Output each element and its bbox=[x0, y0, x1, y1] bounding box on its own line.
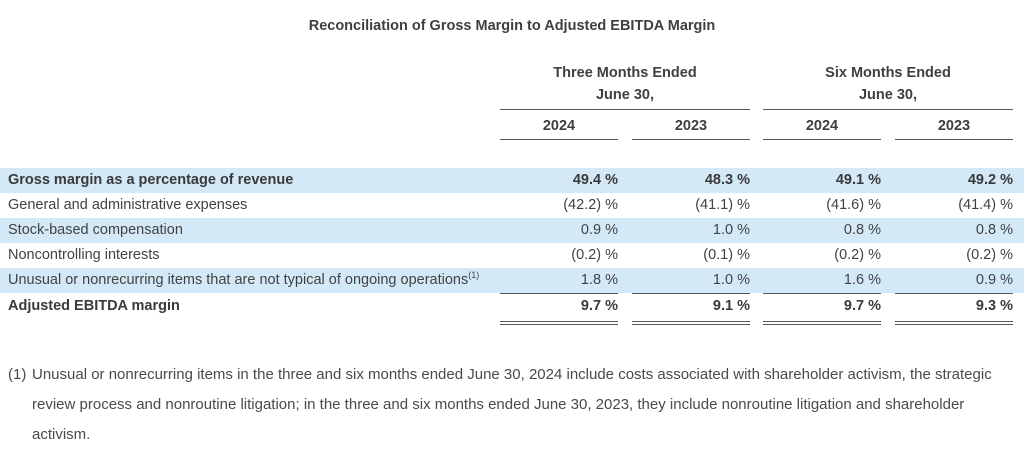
row-value: (0.2) % bbox=[966, 247, 1013, 263]
column-group-six-months-title: Six Months Ended bbox=[825, 65, 951, 81]
row-value: 0.9 % bbox=[580, 222, 618, 238]
row-value: (42.2) % bbox=[563, 197, 618, 213]
row-value: 1.8 % bbox=[500, 268, 618, 294]
column-group-three-months-title: Three Months Ended bbox=[553, 65, 697, 81]
table-row: Gross margin as a percentage of revenue 4… bbox=[0, 168, 1024, 193]
table-row: Noncontrolling interests (0.2) % (0.1) % (0… bbox=[0, 243, 1024, 268]
row-value: 0.8 % bbox=[843, 222, 881, 238]
row-label: Unusual or nonrecurring items that are n… bbox=[8, 270, 480, 288]
double-rule bbox=[632, 321, 750, 325]
row-value: (0.1) % bbox=[703, 247, 750, 263]
double-rule bbox=[763, 321, 881, 325]
row-value: 0.8 % bbox=[975, 222, 1013, 238]
row-label: Gross margin as a percentage of revenue bbox=[8, 172, 294, 188]
row-label: Adjusted EBITDA margin bbox=[8, 298, 180, 314]
footnote-reference: (1) bbox=[468, 270, 480, 281]
table-header-date-row: June 30, June 30, bbox=[0, 84, 1024, 110]
total-double-rule-row bbox=[0, 321, 1024, 326]
double-rule bbox=[500, 321, 618, 325]
year-header: 2024 bbox=[500, 114, 618, 140]
footnote-text: Unusual or nonrecurring items in the thr… bbox=[32, 366, 992, 443]
row-value: 49.2 % bbox=[967, 172, 1013, 188]
row-value: (41.6) % bbox=[826, 197, 881, 213]
row-value: 49.4 % bbox=[572, 172, 618, 188]
row-label: General and administrative expenses bbox=[8, 197, 248, 213]
table-header-group-row: Three Months Ended Six Months Ended bbox=[0, 62, 1024, 84]
row-value: 9.7 % bbox=[843, 298, 881, 314]
year-header: 2024 bbox=[763, 114, 881, 140]
row-value: 1.0 % bbox=[632, 268, 750, 294]
table-row: Stock-based compensation 0.9 % 1.0 % 0.8 % 0… bbox=[0, 218, 1024, 243]
table-row: General and administrative expenses (42.2… bbox=[0, 193, 1024, 218]
column-group-three-months-date: June 30, bbox=[500, 84, 750, 110]
row-value: 49.1 % bbox=[835, 172, 881, 188]
table-row: Adjusted EBITDA margin 9.7 % 9.1 % 9.7 % 9.3… bbox=[0, 293, 1024, 320]
row-value: 1.6 % bbox=[763, 268, 881, 294]
row-value: (41.4) % bbox=[958, 197, 1013, 213]
row-value: 48.3 % bbox=[704, 172, 750, 188]
footnote: (1) Unusual or nonrecurring items in the… bbox=[0, 360, 1024, 450]
page-title: Reconciliation of Gross Margin to Adjust… bbox=[308, 18, 716, 34]
year-header: 2023 bbox=[632, 114, 750, 140]
row-value: (0.2) % bbox=[571, 247, 618, 263]
row-label: Stock-based compensation bbox=[8, 222, 183, 238]
table-row: Unusual or nonrecurring items that are n… bbox=[0, 268, 1024, 294]
row-label: Noncontrolling interests bbox=[8, 247, 160, 263]
column-group-six-months-date: June 30, bbox=[763, 84, 1013, 110]
row-value: 0.9 % bbox=[895, 268, 1013, 294]
row-value: 9.3 % bbox=[975, 298, 1013, 314]
row-value: 1.0 % bbox=[712, 222, 750, 238]
row-value: 9.7 % bbox=[580, 298, 618, 314]
row-value: (0.2) % bbox=[834, 247, 881, 263]
table-body: Gross margin as a percentage of revenue 4… bbox=[0, 168, 1024, 326]
table-header-year-row: 2024 2023 2024 2023 bbox=[0, 114, 1024, 140]
year-header: 2023 bbox=[895, 114, 1013, 140]
footnote-marker: (1) bbox=[8, 366, 27, 383]
row-value: 9.1 % bbox=[712, 298, 750, 314]
row-value: (41.1) % bbox=[695, 197, 750, 213]
double-rule bbox=[895, 321, 1013, 325]
